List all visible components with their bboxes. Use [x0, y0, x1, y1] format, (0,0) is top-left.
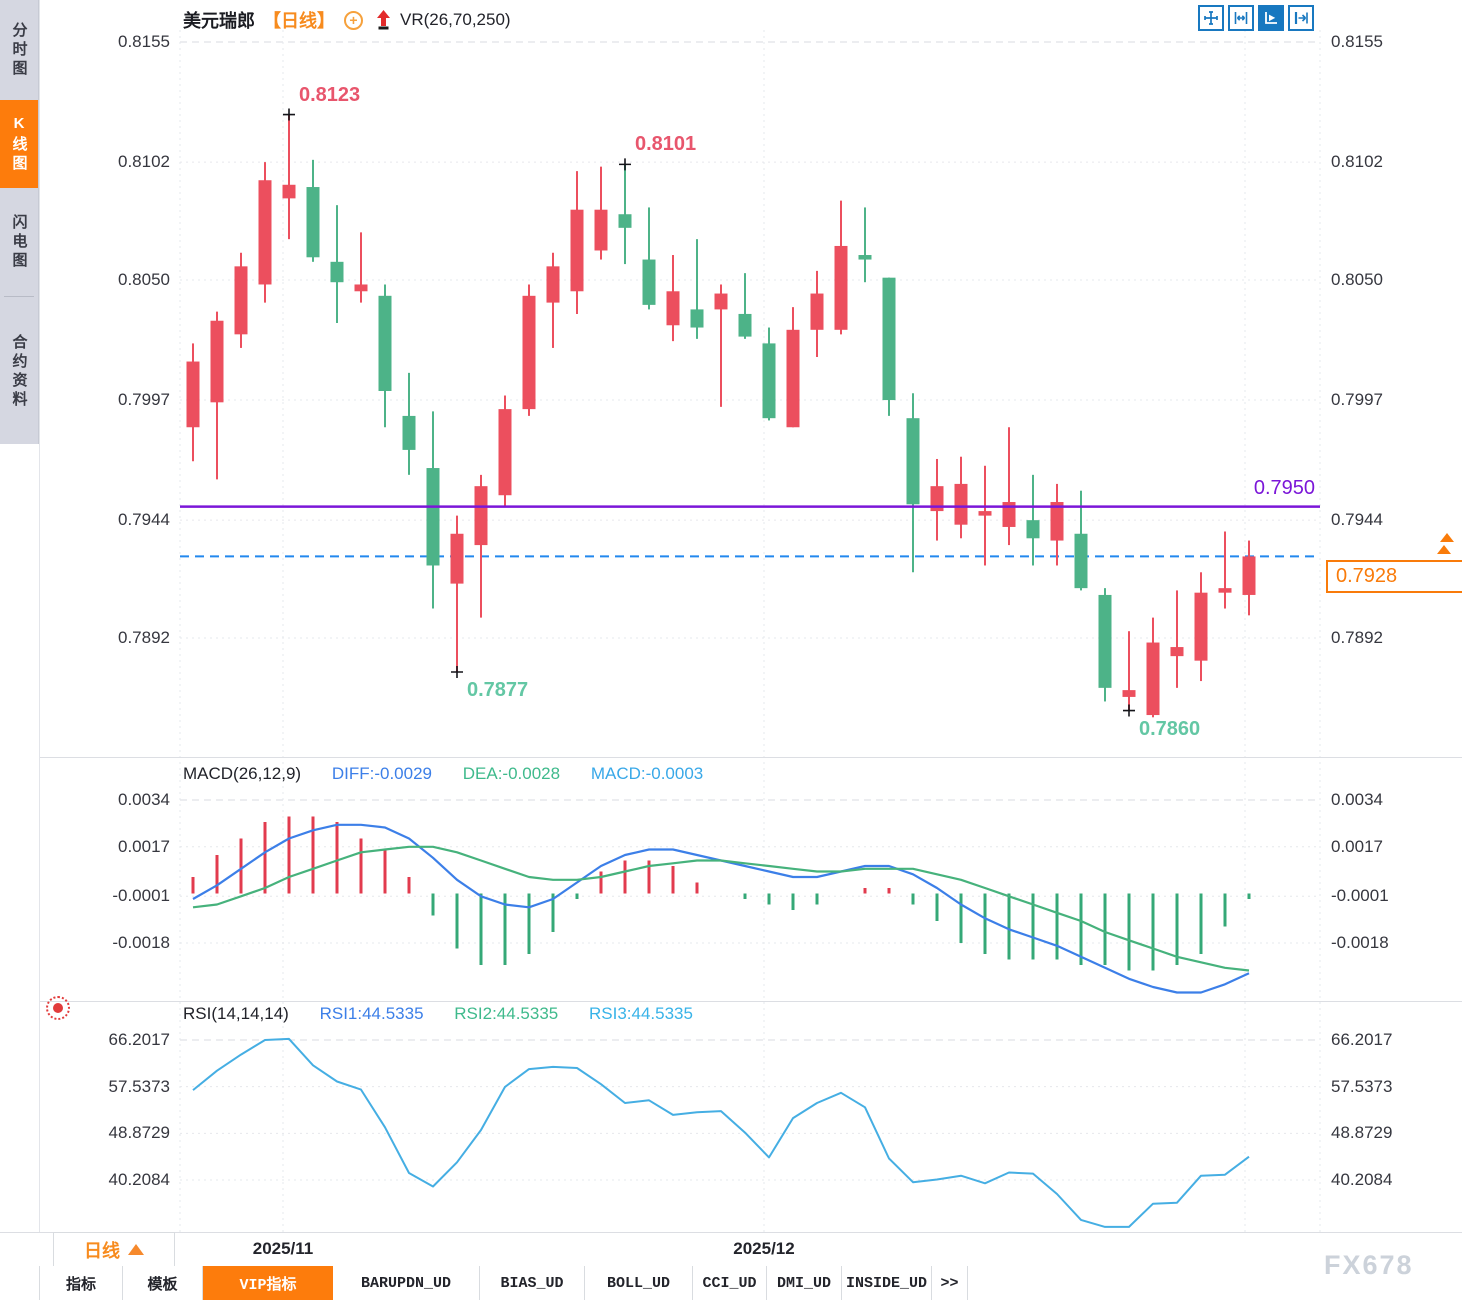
tab-[interactable]: >> [932, 1266, 968, 1300]
rsi-axis-label-left: 57.5373 [108, 1076, 170, 1096]
macd-dea-value: DEA:-0.0028 [462, 764, 561, 783]
rsi-axis-label-right: 66.2017 [1331, 1030, 1393, 1049]
shift-right-icon[interactable] [1288, 5, 1314, 31]
current-price-tag: 0.7928 [1326, 560, 1462, 593]
macd-axis-label-right: -0.0018 [1331, 933, 1389, 952]
triangle-up-icon [128, 1244, 144, 1255]
price-axis-label-right: 0.7944 [1331, 510, 1383, 530]
tab-inside_ud[interactable]: INSIDE_UD [842, 1266, 932, 1300]
period-selector-label: 日线 [84, 1240, 120, 1261]
sidebar-background [0, 0, 39, 444]
macd-axis-label-left: -0.0018 [112, 933, 170, 952]
tab-barupdn_ud[interactable]: BARUPDN_UD [333, 1266, 480, 1300]
macd-diff-value: DIFF:-0.0029 [331, 764, 432, 783]
tab-bias_ud[interactable]: BIAS_UD [480, 1266, 585, 1300]
sidebar-item-1[interactable]: 分时图 [10, 21, 28, 79]
price-axis-label-left: 0.7944 [118, 510, 170, 530]
tab-boll_ud[interactable]: BOLL_UD [585, 1266, 693, 1300]
sidebar-item-4[interactable]: 合约资料 [10, 334, 28, 410]
price-annotation: 0.7860 [1139, 717, 1201, 740]
rsi-axis-label-left: 48.8729 [108, 1123, 170, 1143]
indicator-tab-bar: 指标 模板 VIP指标 BARUPDN_UD BIAS_UD BOLL_UD CCI_UD D… [0, 1266, 1462, 1300]
price-axis-label-right: 0.8155 [1331, 32, 1383, 51]
sidebar-divider [4, 296, 34, 297]
rsi2-value: RSI2:44.5335 [454, 1004, 559, 1023]
price-axis-label-right: 0.7892 [1331, 628, 1383, 647]
macd-header: MACD(26,12,9) DIFF:-0.0029 DEA:-0.0028 M… [183, 764, 729, 784]
price-axis-label-left: 0.8050 [118, 269, 170, 289]
chart-title-bar: 美元瑞郎 【日线】 + VR(26,70,250) [183, 7, 511, 33]
price-axis-label-left: 0.8102 [118, 152, 170, 172]
macd-axis-label-right: 0.0017 [1331, 836, 1383, 856]
macd-axis-label-left: 0.0017 [118, 836, 170, 856]
x-axis-scale-icon[interactable] [1228, 5, 1254, 31]
rsi-header: RSI(14,14,14) RSI1:44.5335 RSI2:44.5335 … [183, 1004, 719, 1024]
price-up-arrow-icon [1437, 545, 1451, 554]
rsi1-value: RSI1:44.5335 [319, 1004, 424, 1023]
x-axis-tick: 2025/11 [252, 1239, 314, 1258]
watermark: FX678 [1324, 1250, 1414, 1280]
rsi3-value: RSI3:44.5335 [588, 1004, 693, 1023]
auto-scroll-icon[interactable] [1258, 5, 1284, 31]
macd-axis-label-left: -0.0001 [112, 886, 170, 906]
tab-cci_ud[interactable]: CCI_UD [693, 1266, 767, 1300]
price-axis-label-left: 0.8155 [118, 32, 170, 51]
tab-dmi_ud[interactable]: DMI_UD [767, 1266, 842, 1300]
price-annotation: 0.8101 [635, 133, 697, 156]
macd-macd-value: MACD:-0.0003 [590, 764, 704, 783]
rsi-axis-label-left: 66.2017 [108, 1030, 170, 1049]
macd-axis-label-left: 0.0034 [118, 790, 170, 809]
sidebar: 分时图 K线图闪电图合约资料 [0, 0, 40, 1300]
symbol-name: 美元瑞郎 [183, 11, 255, 31]
x-axis-tick: 2025/12 [733, 1239, 795, 1258]
price-axis-label-left: 0.7997 [118, 390, 170, 410]
price-axis-label-left: 0.7892 [118, 628, 170, 647]
rsi-axis-label-right: 40.2084 [1331, 1170, 1393, 1189]
sidebar-item-3[interactable]: 闪电图 [10, 213, 28, 271]
sidebar-item-2[interactable]: K线图 [0, 100, 38, 188]
horizontal-level-label: 0.7950 [1253, 477, 1315, 499]
tab-[interactable]: 模板 [123, 1266, 203, 1300]
overlay-indicator-label: VR(26,70,250) [400, 10, 511, 29]
price-axis-label-right: 0.8102 [1331, 152, 1383, 172]
price-axis-label-right: 0.7997 [1331, 390, 1383, 410]
up-arrow-icon [375, 9, 392, 31]
rsi-title: RSI(14,14,14) [183, 1004, 289, 1023]
tab-vip[interactable]: VIP指标 [203, 1266, 333, 1300]
price-up-arrow-icon [1440, 533, 1454, 542]
period-tag: 【日线】 [263, 11, 335, 31]
price-annotation: 0.8123 [299, 83, 361, 106]
rsi-axis-label-right: 57.5373 [1331, 1076, 1393, 1096]
macd-axis-label-right: 0.0034 [1331, 790, 1383, 809]
macd-axis-label-right: -0.0001 [1331, 886, 1389, 906]
macd-title: MACD(26,12,9) [183, 764, 302, 783]
rsi-axis-label-left: 40.2084 [108, 1170, 170, 1189]
indicator-settings-sun-icon[interactable] [46, 996, 70, 1020]
pan-crosshair-icon[interactable] [1198, 5, 1224, 31]
price-axis-label-right: 0.8050 [1331, 269, 1383, 289]
rsi-axis-label-right: 48.8729 [1331, 1123, 1393, 1143]
time-axis-row: 日线 2025/11 2025/12 [0, 1232, 1462, 1268]
tab-[interactable]: 指标 [40, 1266, 123, 1300]
add-indicator-icon[interactable]: + [344, 10, 363, 30]
period-selector-button[interactable]: 日线 [53, 1232, 175, 1267]
chart-toolbar [1198, 5, 1314, 31]
price-annotation: 0.7877 [467, 678, 529, 701]
